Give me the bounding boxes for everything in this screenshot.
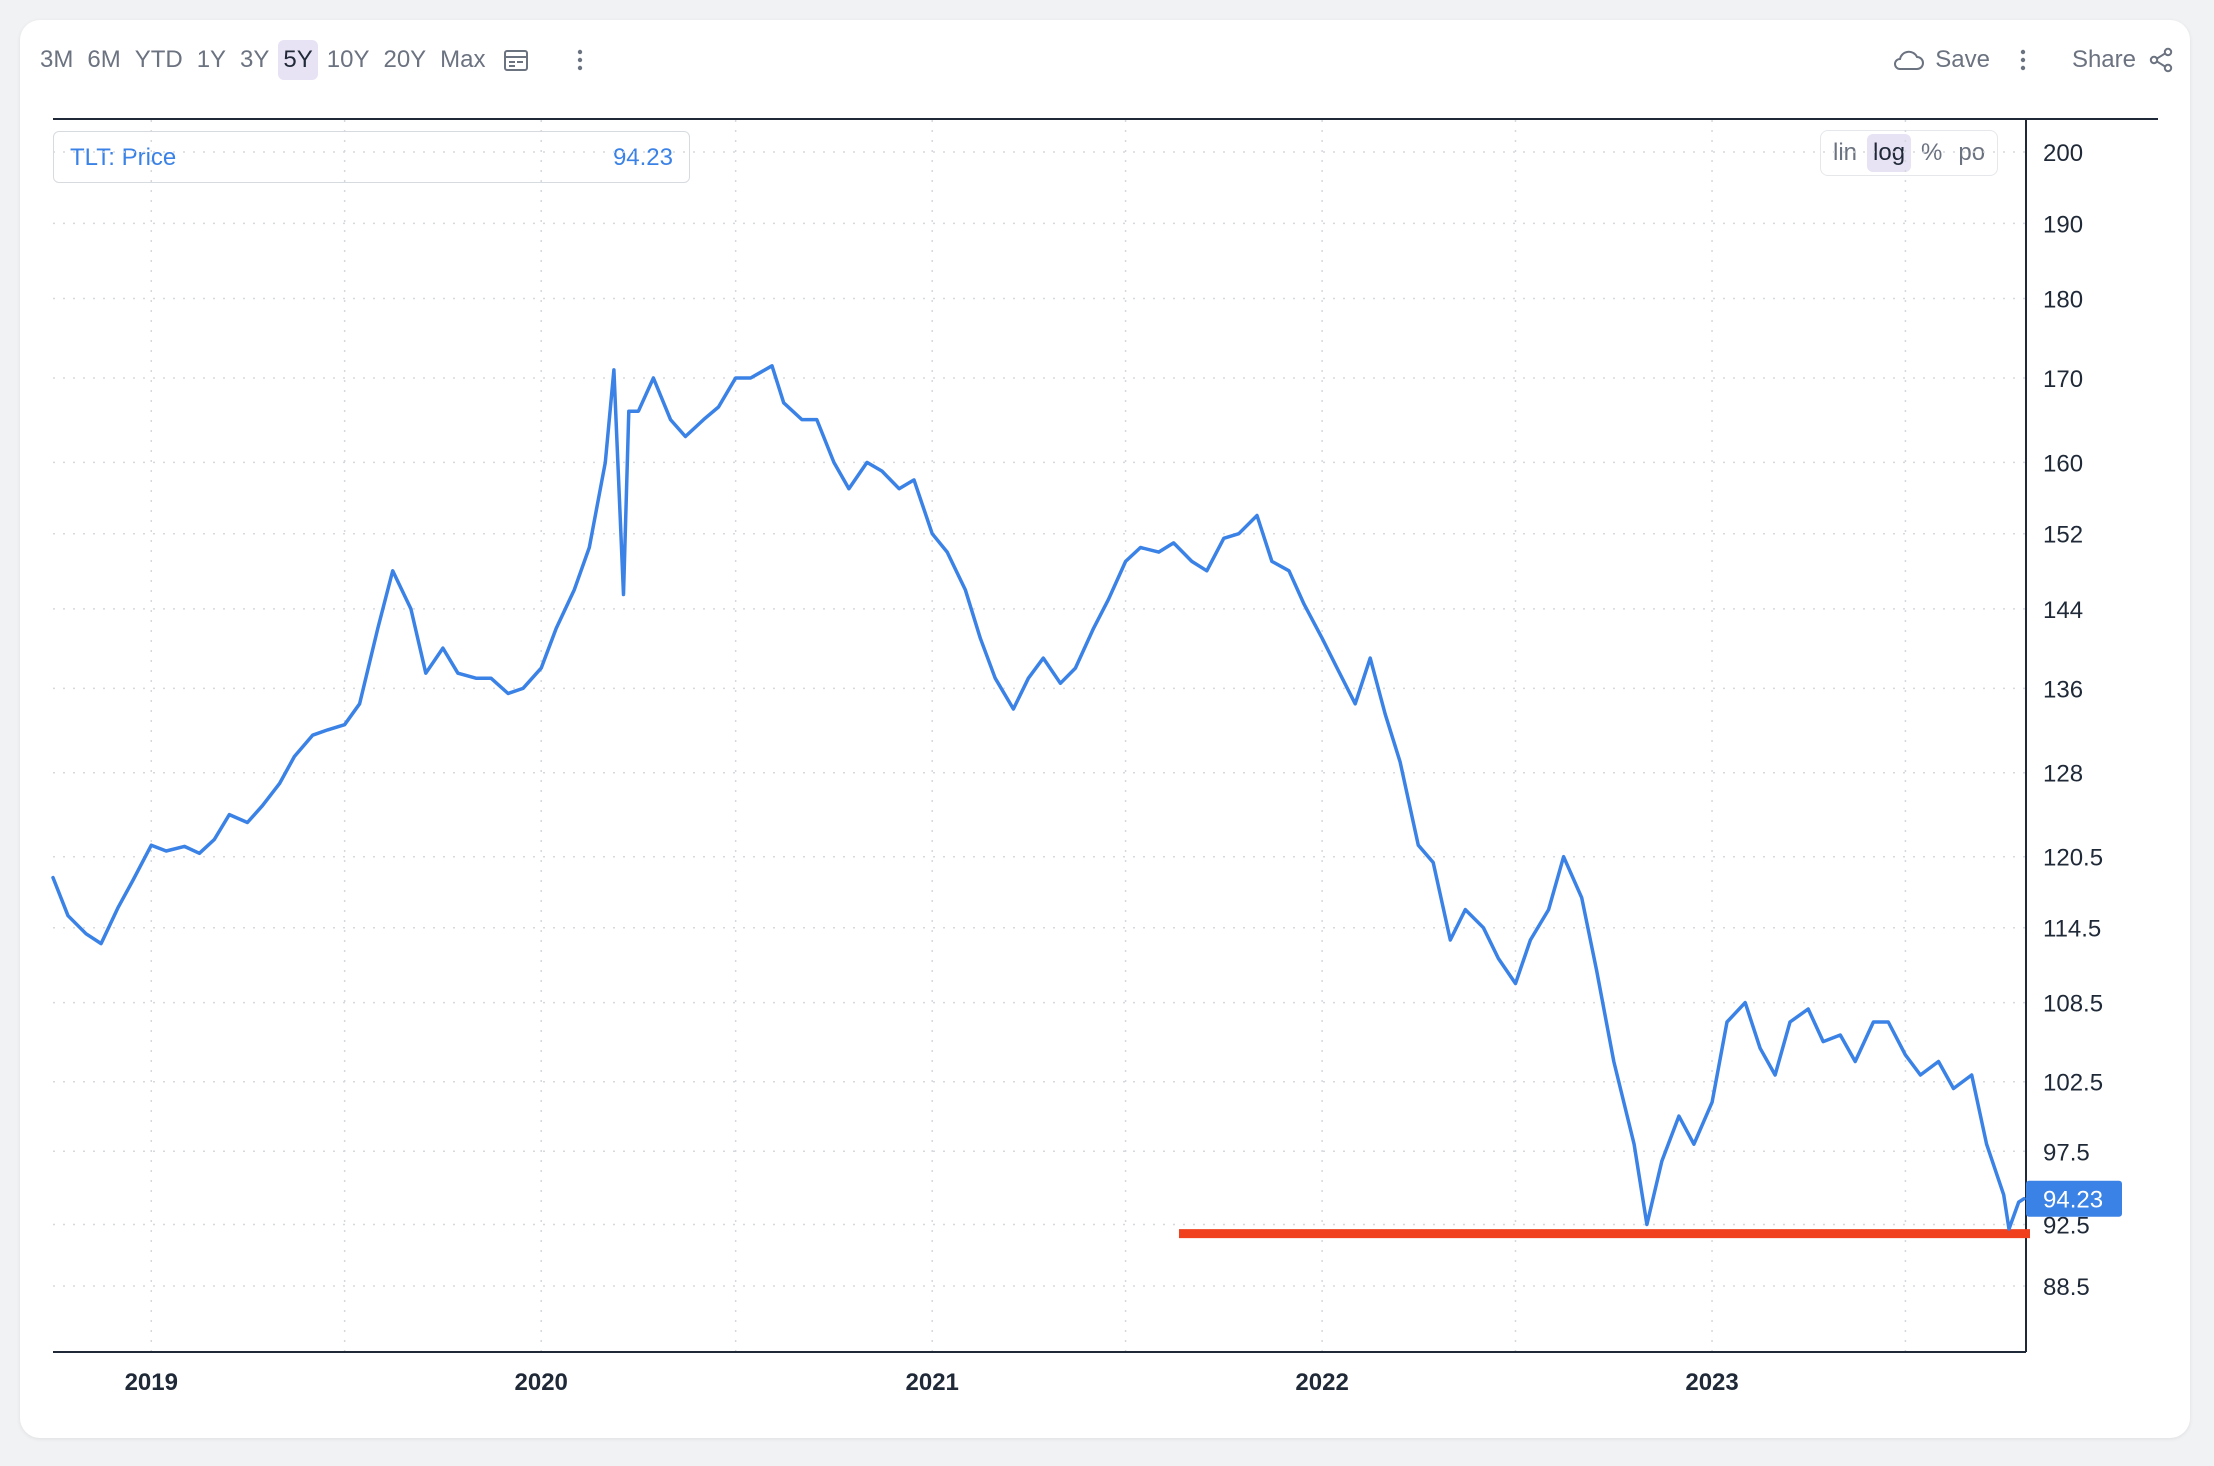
y-axis-ticks: 200 190 180 170 160 152 144 136 128 120.5 114.5 108… [2043, 140, 2103, 1301]
chart-actions: Save Share [1891, 40, 2174, 80]
legend-series-value: 94.23 [612, 144, 673, 171]
price-legend: TLT: Price 94.23 [53, 131, 690, 183]
axes [53, 118, 2158, 1353]
last-value-badge [2026, 1180, 2122, 1217]
y-tick-label: 170 [2043, 366, 2083, 393]
range-button-20y[interactable]: 20Y [383, 46, 427, 73]
y-tick-label: 102.5 [2043, 1070, 2103, 1097]
x-tick-label: 2023 [1685, 1369, 1738, 1396]
y-tick-label: 180 [2043, 287, 2083, 314]
calendar-icon[interactable] [503, 47, 529, 73]
series-layer [51, 364, 2026, 1231]
cloud-icon[interactable] [1891, 48, 1925, 72]
range-button-6m[interactable]: 6M [87, 46, 121, 73]
y-tick-label: 200 [2043, 140, 2083, 167]
save-button[interactable]: Save [1935, 46, 1990, 73]
y-tick-label: 160 [2043, 450, 2083, 477]
y-tick-label: 144 [2043, 597, 2083, 624]
y-tick-label: 114.5 [2043, 916, 2101, 943]
range-button-ytd[interactable]: YTD [134, 46, 183, 73]
x-tick-label: 2022 [1295, 1369, 1348, 1396]
scale-button-log[interactable]: log [1867, 134, 1912, 172]
range-button-10y[interactable]: 10Y [326, 46, 370, 73]
more-vertical-icon[interactable] [2020, 49, 2026, 71]
legend-series-name: TLT: Price [70, 144, 177, 171]
y-tick-label: 136 [2043, 676, 2083, 703]
last-value-label: 94.23 [2043, 1187, 2103, 1214]
range-button-3y[interactable]: 3Y [240, 46, 270, 73]
y-tick-label: 88.5 [2043, 1274, 2090, 1301]
range-button-3m[interactable]: 3M [40, 46, 74, 73]
y-tick-label: 92.5 [2043, 1213, 2090, 1240]
x-tick-label: 2021 [906, 1369, 959, 1396]
range-button-1y[interactable]: 1Y [196, 46, 227, 73]
y-tick-label: 128 [2043, 761, 2083, 788]
range-selector: 3M 6M YTD 1Y 3Y 5Y 10Y 20Y Max [35, 40, 583, 80]
price-line-series [51, 364, 2026, 1231]
share-icon[interactable] [2148, 47, 2174, 73]
y-tick-label: 190 [2043, 211, 2083, 238]
more-vertical-icon[interactable] [577, 49, 583, 71]
scale-button-po[interactable]: po [1958, 139, 1986, 166]
chart-card [20, 20, 2190, 1438]
share-button[interactable]: Share [2071, 46, 2136, 73]
y-tick-label: 108.5 [2043, 991, 2103, 1018]
y-tick-label: 152 [2043, 522, 2083, 549]
range-button-max[interactable]: Max [440, 46, 486, 73]
y-tick-label: 120.5 [2043, 845, 2103, 872]
x-tick-label: 2020 [515, 1369, 568, 1396]
range-button-5y[interactable]: 5Y [278, 40, 318, 80]
x-tick-label: 2019 [125, 1369, 178, 1396]
y-tick-label: 97.5 [2043, 1139, 2090, 1166]
last-value-badge-layer: 94.23 [2026, 1180, 2122, 1217]
gridlines [53, 120, 2026, 1352]
x-axis-ticks: 2019 2020 2021 2022 2023 [125, 1369, 1739, 1396]
scale-button-percent[interactable]: % [1921, 139, 1943, 166]
scale-toggle: lin log% po [1820, 130, 1999, 176]
